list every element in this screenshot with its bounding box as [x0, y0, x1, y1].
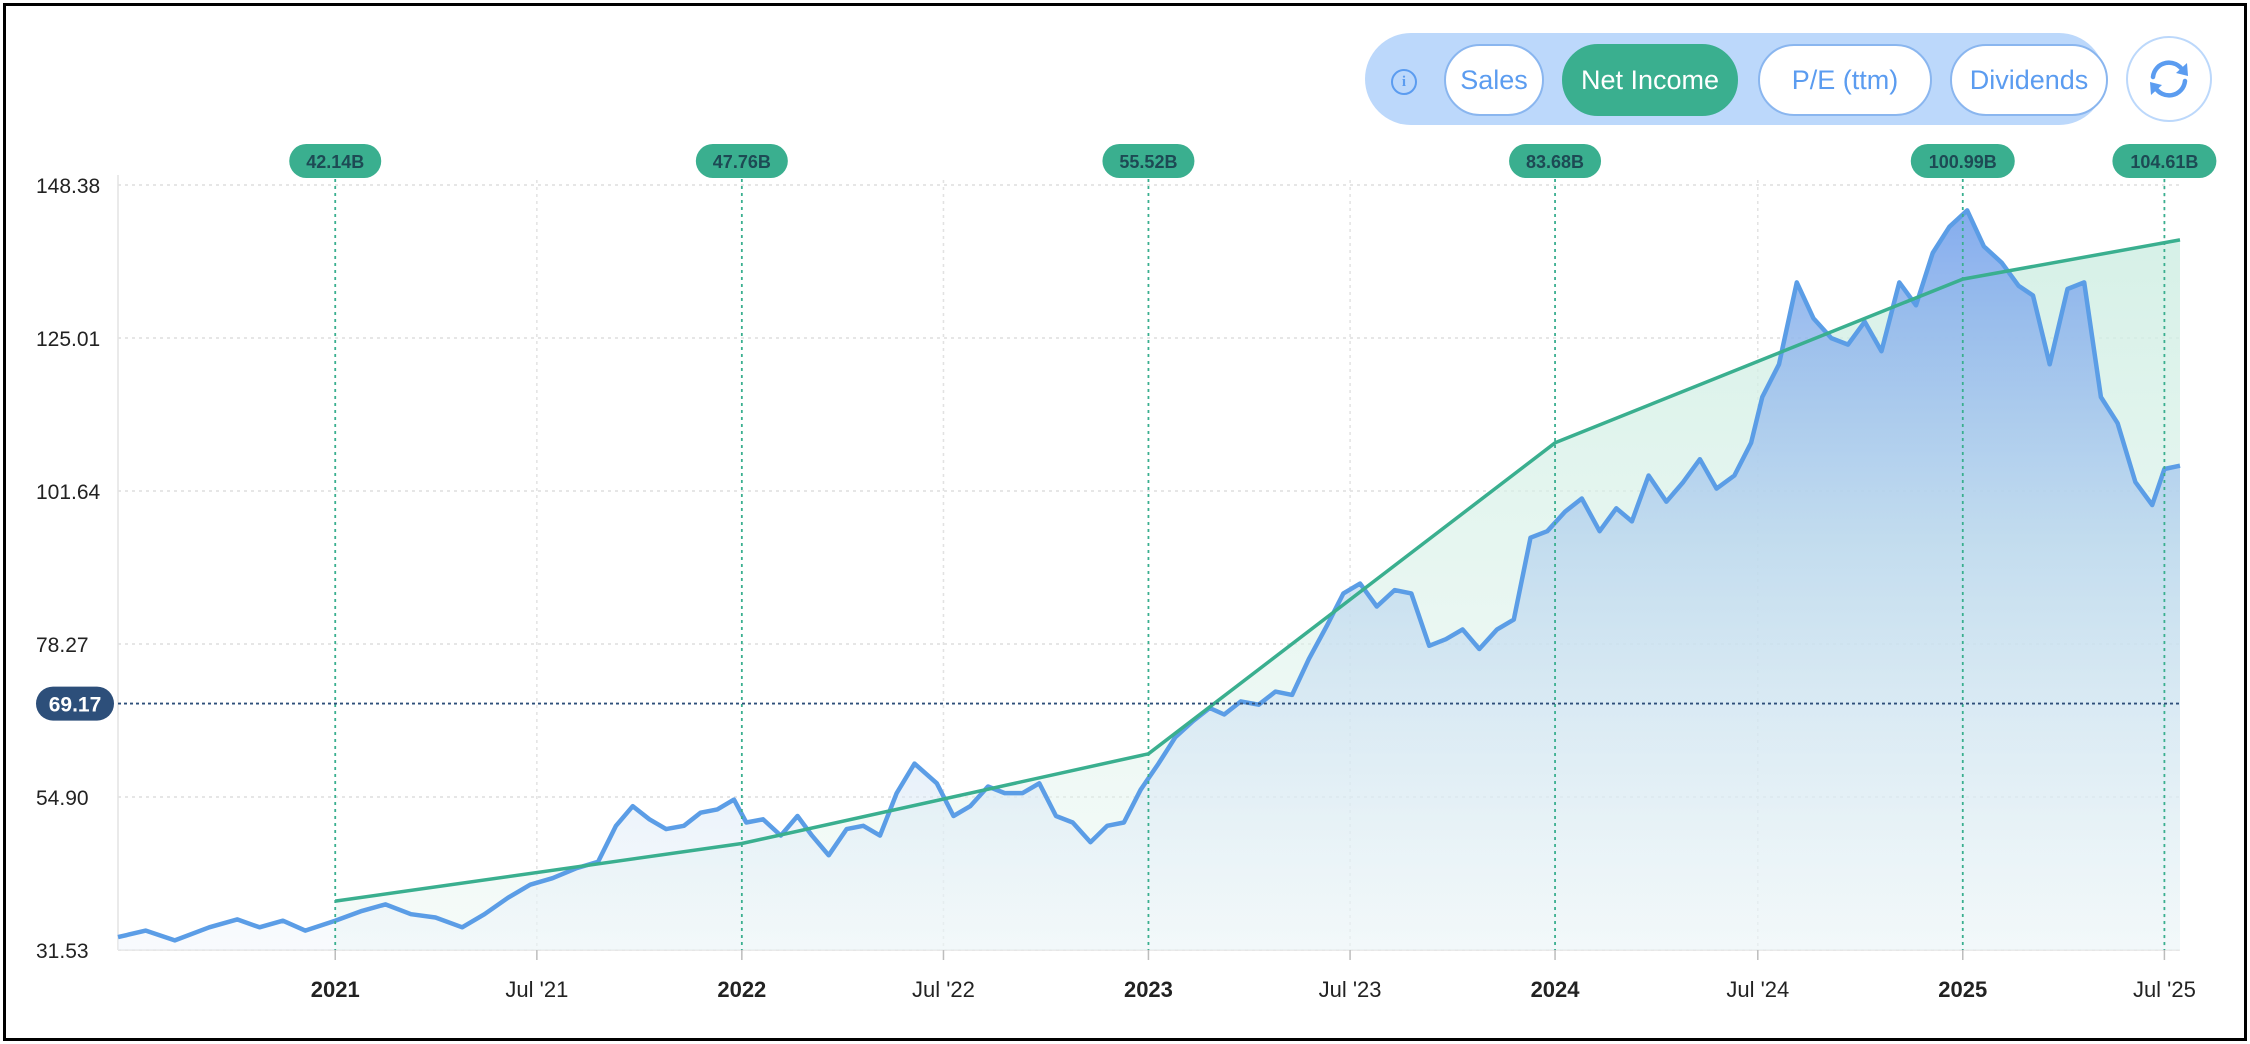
x-tick-label: 2025 [1938, 977, 1987, 1002]
x-tick-label: 2024 [1531, 977, 1581, 1002]
net-income-badge-label: 104.61B [2130, 152, 2198, 172]
net-income-badge [1509, 144, 1602, 178]
net-income-badge-label: 47.76B [713, 152, 771, 172]
info-icon[interactable]: i [1391, 69, 1417, 95]
y-tick-label: 148.38 [36, 175, 100, 198]
y-tick-label: 101.64 [36, 481, 101, 504]
x-tick-label: Jul '21 [505, 977, 568, 1002]
y-tick-label: 125.01 [36, 328, 100, 351]
net-income-badge-label: 83.68B [1526, 152, 1584, 172]
net-income-button[interactable]: Net Income [1562, 44, 1738, 116]
sales-button[interactable]: Sales [1444, 44, 1544, 116]
refresh-button[interactable] [2126, 36, 2212, 122]
x-tick-label: Jul '22 [912, 977, 975, 1002]
dividends-button[interactable]: Dividends [1950, 44, 2108, 116]
net-income-line [334, 238, 2181, 903]
x-tick-label: 2022 [717, 977, 766, 1002]
refresh-icon [2150, 60, 2188, 98]
pe-ttm-button[interactable]: P/E (ttm) [1758, 44, 1932, 116]
net-income-badge-label: 55.52B [1119, 152, 1177, 172]
x-tick-label: Jul '24 [1726, 977, 1789, 1002]
current-value-badge [36, 686, 114, 721]
y-tick-label: 54.90 [36, 787, 89, 810]
x-tick-label: Jul '25 [2133, 977, 2196, 1002]
x-tick-label: 2023 [1124, 977, 1173, 1002]
net-income-badge [1102, 144, 1195, 178]
price-area [118, 210, 2180, 950]
y-tick-label: 78.27 [36, 634, 89, 657]
net-income-badge-label: 42.14B [306, 152, 364, 172]
net-income-badge [2112, 144, 2217, 178]
x-tick-label: 2021 [311, 977, 360, 1002]
net-income-badge-label: 100.99B [1929, 152, 1997, 172]
net-income-badge [289, 144, 382, 178]
net-income-badge [1910, 144, 2015, 178]
x-tick-label: Jul '23 [1319, 977, 1382, 1002]
net-income-badge [695, 144, 788, 178]
current-value-label: 69.17 [49, 694, 102, 717]
y-tick-label: 31.53 [36, 940, 89, 963]
